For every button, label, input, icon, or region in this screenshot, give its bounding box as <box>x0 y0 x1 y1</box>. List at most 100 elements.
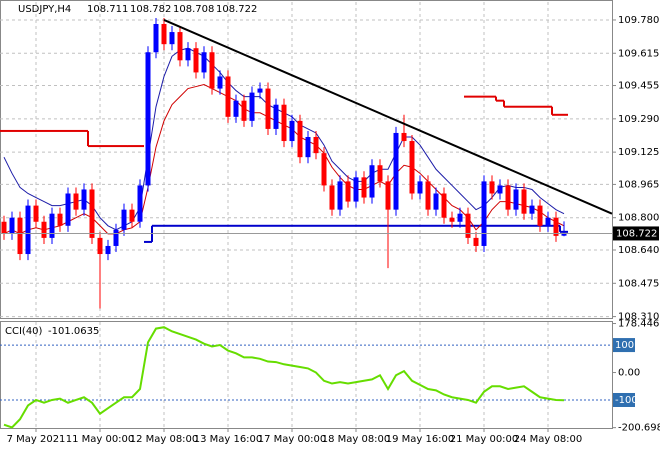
candle-body <box>121 209 127 230</box>
candle-body <box>73 193 79 210</box>
candle-body <box>9 217 15 234</box>
candle-body <box>361 177 367 198</box>
candle-body <box>49 213 55 238</box>
ohlc-open: 108.711 <box>87 4 128 15</box>
candle-body <box>81 189 87 210</box>
candle-body <box>225 76 231 117</box>
x-tick-label: 13 May 16:00 <box>194 434 263 445</box>
x-tick-label: 17 May 00:00 <box>258 434 327 445</box>
cci-title: CCI(40) <box>5 326 43 337</box>
candle-body <box>329 185 335 210</box>
cci-level-box <box>613 338 635 353</box>
cci-panel <box>0 321 613 429</box>
candle-body <box>129 209 135 222</box>
y-tick-label: 109.780 <box>618 15 659 26</box>
trendline <box>163 19 613 215</box>
candle-body <box>441 193 447 218</box>
x-tick-label: 7 May 2021 <box>7 434 66 445</box>
candle-body <box>473 237 479 246</box>
y-tick-label: 108.800 <box>618 213 659 224</box>
candle-body <box>553 217 559 236</box>
candle-body <box>393 132 399 210</box>
candle-body <box>113 229 119 246</box>
candle-body <box>249 92 255 121</box>
candle-body <box>145 52 151 186</box>
cci-value: -101.0635 <box>48 326 99 337</box>
candle-body <box>305 136 311 158</box>
x-tick-label: 24 May 08:00 <box>514 434 583 445</box>
candle-body <box>321 153 327 186</box>
candle-body <box>257 88 263 93</box>
candle-body <box>17 217 23 255</box>
candle-body <box>65 193 71 226</box>
candle-body <box>417 181 423 194</box>
candle-body <box>1 221 7 234</box>
candle-body <box>105 245 111 255</box>
x-tick-label: 19 May 16:00 <box>386 434 455 445</box>
candle-body <box>169 32 175 45</box>
y-tick-label: 108.475 <box>618 278 659 289</box>
candle-body <box>433 193 439 210</box>
candle-body <box>377 165 383 182</box>
candle-body <box>481 181 487 246</box>
chart-title: USDJPY,H4 <box>18 4 71 15</box>
y-tick-label: 108.310 <box>618 312 659 323</box>
cci-level-box <box>613 392 635 407</box>
candle-body <box>281 104 287 142</box>
candle-body <box>537 205 543 226</box>
ohlc-low: 108.708 <box>173 4 214 15</box>
ohlc-high: 108.782 <box>130 4 171 15</box>
candle-body <box>89 189 95 238</box>
candle-body <box>153 23 159 53</box>
candle-body <box>241 100 247 121</box>
candle-body <box>353 177 359 202</box>
cci-level-label: 100 <box>615 340 634 351</box>
candle-body <box>193 48 199 73</box>
cci-tick-label: -200.6983 <box>618 423 660 434</box>
y-tick-label: 109.290 <box>618 114 659 125</box>
candle-body <box>217 76 223 89</box>
candle-body <box>465 213 471 238</box>
x-tick-label: 12 May 08:00 <box>130 434 199 445</box>
price-label: 108.722 <box>616 228 657 239</box>
cci-level-label: -100 <box>615 395 638 406</box>
candle-body <box>185 48 191 61</box>
candle-body <box>265 88 271 129</box>
y-tick-label: 109.125 <box>618 147 659 158</box>
candle-body <box>425 181 431 210</box>
candle-body <box>201 52 207 73</box>
candle-body <box>233 100 239 117</box>
main-panel <box>0 0 613 319</box>
candle-body <box>409 141 415 194</box>
candle-body <box>337 181 343 210</box>
candle-body <box>385 181 391 210</box>
candle-body <box>209 52 215 89</box>
y-tick-label: 108.640 <box>618 245 659 256</box>
candle-body <box>529 205 535 214</box>
candle-body <box>273 104 279 129</box>
candle-body <box>57 213 63 226</box>
candle-body <box>449 217 455 222</box>
y-tick-label: 109.615 <box>618 48 659 59</box>
candle-body <box>561 233 567 236</box>
candle-body <box>401 132 407 142</box>
candle-body <box>345 181 351 202</box>
y-tick-label: 108.965 <box>618 179 659 190</box>
candle-body <box>497 185 503 194</box>
y-tick-label: 109.455 <box>618 81 659 92</box>
candle-body <box>545 217 551 226</box>
candle-body <box>313 136 319 154</box>
candle-body <box>289 120 295 142</box>
cci-tick-label: 178.4469 <box>618 319 660 330</box>
candle-body <box>41 221 47 238</box>
cci-tick-label: 0.00 <box>618 368 640 379</box>
candle-body <box>513 189 519 210</box>
candle-body <box>33 205 39 222</box>
candle-body <box>137 185 143 222</box>
candle-body <box>489 181 495 194</box>
x-tick-label: 11 May 00:00 <box>66 434 135 445</box>
candle-body <box>297 120 303 158</box>
candle-body <box>521 189 527 214</box>
